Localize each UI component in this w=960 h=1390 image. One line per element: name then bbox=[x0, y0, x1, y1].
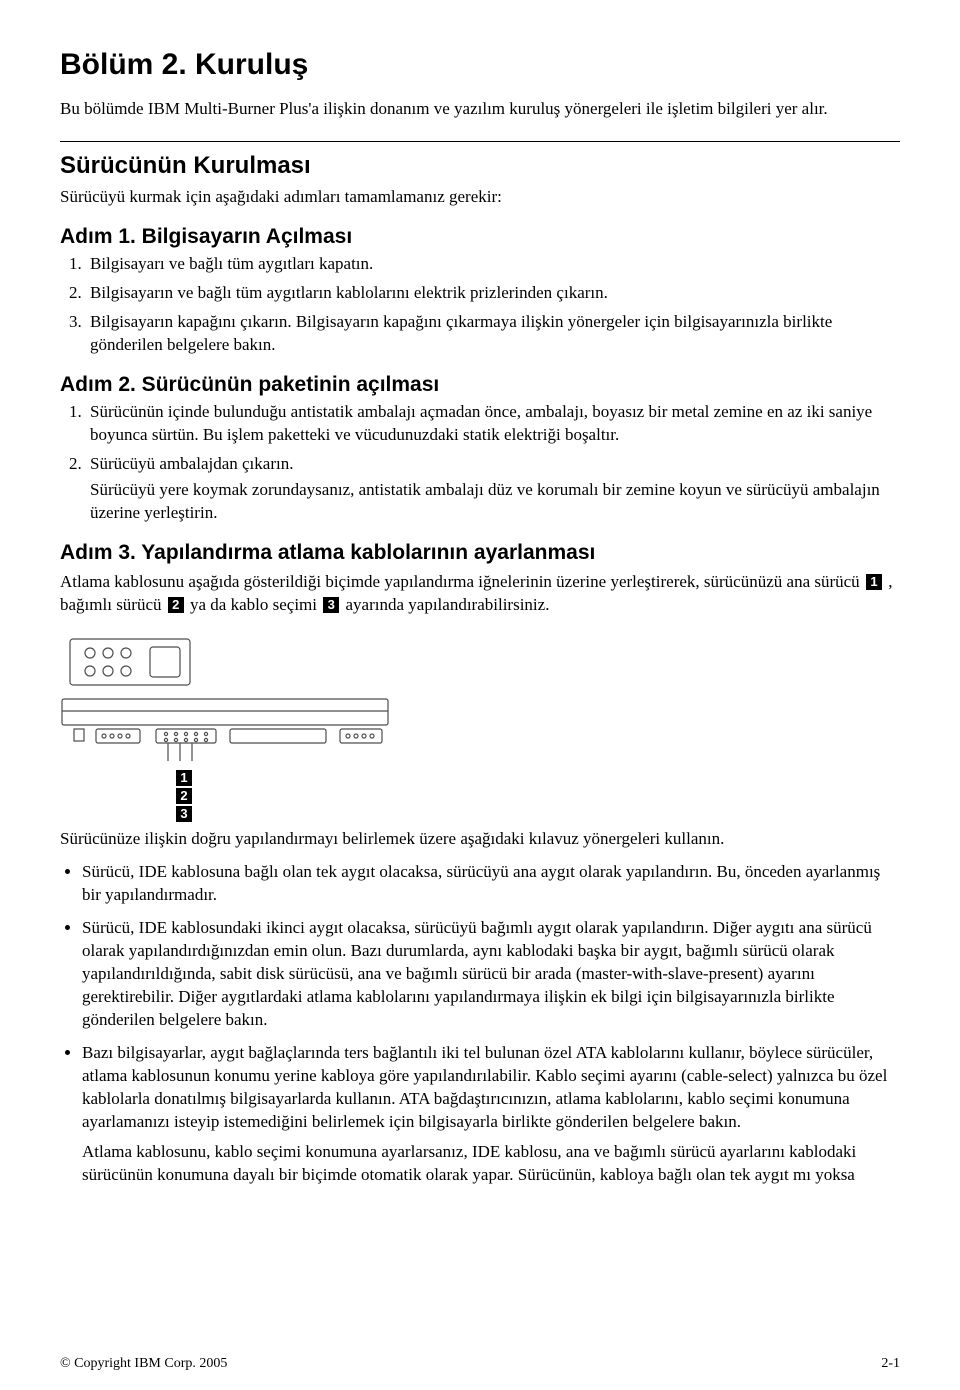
section-sub: Sürücüyü kurmak için aşağıdaki adımları … bbox=[60, 186, 900, 209]
list-item-continuation: Sürücüyü yere koymak zorundaysanız, anti… bbox=[90, 479, 900, 525]
drive-diagram: 1 2 3 bbox=[60, 633, 900, 822]
list-item-continuation: Atlama kablosunu, kablo seçimi konumuna … bbox=[82, 1141, 900, 1187]
chapter-title: Bölüm 2. Kuruluş bbox=[60, 48, 900, 82]
copyright: © Copyright IBM Corp. 2005 bbox=[60, 1356, 227, 1372]
step3-intro: Atlama kablosunu aşağıda gösterildiği bi… bbox=[60, 571, 900, 617]
callout-3-icon: 3 bbox=[176, 806, 192, 822]
list-item: Sürücüyü ambalajdan çıkarın. Sürücüyü ye… bbox=[86, 453, 900, 526]
callout-stack: 1 2 3 bbox=[176, 770, 900, 822]
list-item: Sürücü, IDE kablosundaki ikinci aygıt ol… bbox=[82, 917, 900, 1032]
section-heading: Sürücünün Kurulması bbox=[60, 152, 900, 180]
step3-bullets: Sürücü, IDE kablosuna bağlı olan tek ayg… bbox=[60, 861, 900, 1187]
callout-1-icon: 1 bbox=[866, 574, 882, 590]
callout-2-icon: 2 bbox=[176, 788, 192, 804]
callout-2-icon: 2 bbox=[168, 597, 184, 613]
step3-heading: Adım 3. Yapılandırma atlama kablolarının… bbox=[60, 541, 900, 565]
text-fragment: ayarında yapılandırabilirsiniz. bbox=[346, 595, 550, 614]
callout-1-icon: 1 bbox=[176, 770, 192, 786]
page: Bölüm 2. Kuruluş Bu bölümde IBM Multi-Bu… bbox=[0, 0, 960, 1390]
divider bbox=[60, 141, 900, 142]
page-number: 2-1 bbox=[881, 1356, 900, 1372]
list-item: Bilgisayarı ve bağlı tüm aygıtları kapat… bbox=[86, 253, 900, 276]
step1-heading: Adım 1. Bilgisayarın Açılması bbox=[60, 225, 900, 249]
list-item: Sürücü, IDE kablosuna bağlı olan tek ayg… bbox=[82, 861, 900, 907]
step2-list: Sürücünün içinde bulunduğu antistatik am… bbox=[60, 401, 900, 526]
drive-svg-icon bbox=[60, 633, 390, 763]
step1-list: Bilgisayarı ve bağlı tüm aygıtları kapat… bbox=[60, 253, 900, 357]
list-item: Bilgisayarın ve bağlı tüm aygıtların kab… bbox=[86, 282, 900, 305]
step3-after-diagram: Sürücünüze ilişkin doğru yapılandırmayı … bbox=[60, 828, 900, 851]
page-footer: © Copyright IBM Corp. 2005 2-1 bbox=[60, 1356, 900, 1372]
text-fragment: Atlama kablosunu aşağıda gösterildiği bi… bbox=[60, 572, 864, 591]
list-item-text: Sürücüyü ambalajdan çıkarın. bbox=[90, 454, 293, 473]
callout-3-icon: 3 bbox=[323, 597, 339, 613]
list-item-text: Bazı bilgisayarlar, aygıt bağlaçlarında … bbox=[82, 1043, 887, 1131]
step2-heading: Adım 2. Sürücünün paketinin açılması bbox=[60, 373, 900, 397]
text-fragment: ya da kablo seçimi bbox=[190, 595, 321, 614]
list-item: Bazı bilgisayarlar, aygıt bağlaçlarında … bbox=[82, 1042, 900, 1188]
list-item: Bilgisayarın kapağını çıkarın. Bilgisaya… bbox=[86, 311, 900, 357]
list-item: Sürücünün içinde bulunduğu antistatik am… bbox=[86, 401, 900, 447]
chapter-intro: Bu bölümde IBM Multi-Burner Plus'a ilişk… bbox=[60, 98, 900, 121]
